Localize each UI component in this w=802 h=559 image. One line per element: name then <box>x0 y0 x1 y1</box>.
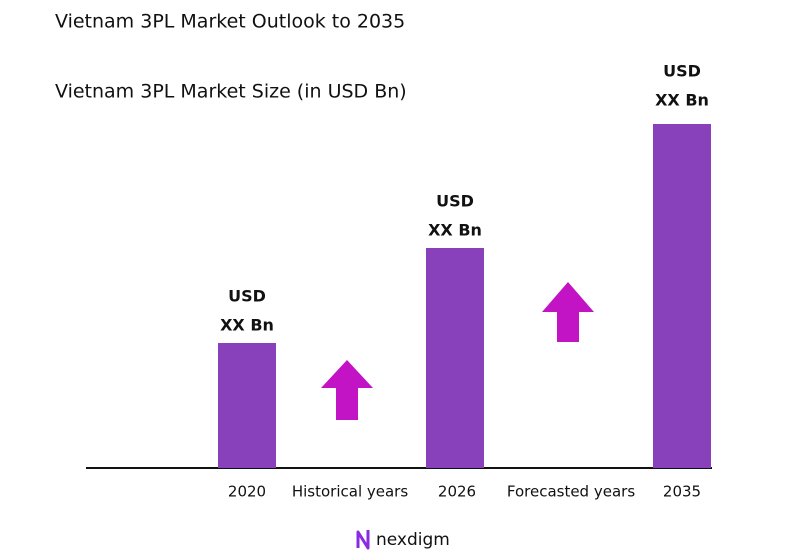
bar <box>426 248 484 468</box>
bar <box>653 124 711 468</box>
x-label: 2035 <box>663 483 701 501</box>
bar-label: USD <box>228 287 266 306</box>
logo-icon <box>356 530 370 550</box>
period-label: Historical years <box>292 483 408 501</box>
bar-label: XX Bn <box>220 316 274 335</box>
period-label: Forecasted years <box>507 483 635 501</box>
x-label: 2026 <box>438 483 476 501</box>
logo: nexdigm <box>376 530 450 550</box>
chart-title: Vietnam 3PL Market Outlook to 2035 <box>55 11 405 33</box>
bar <box>218 343 276 468</box>
bar-label: XX Bn <box>655 91 709 110</box>
bar-label: XX Bn <box>428 221 482 240</box>
growth-arrow <box>542 282 594 342</box>
chart-subtitle: Vietnam 3PL Market Size (in USD Bn) <box>55 81 407 103</box>
growth-arrow <box>321 360 373 420</box>
bar-label: USD <box>663 62 701 81</box>
bar-label: USD <box>436 192 474 211</box>
x-label: 2020 <box>228 483 266 501</box>
